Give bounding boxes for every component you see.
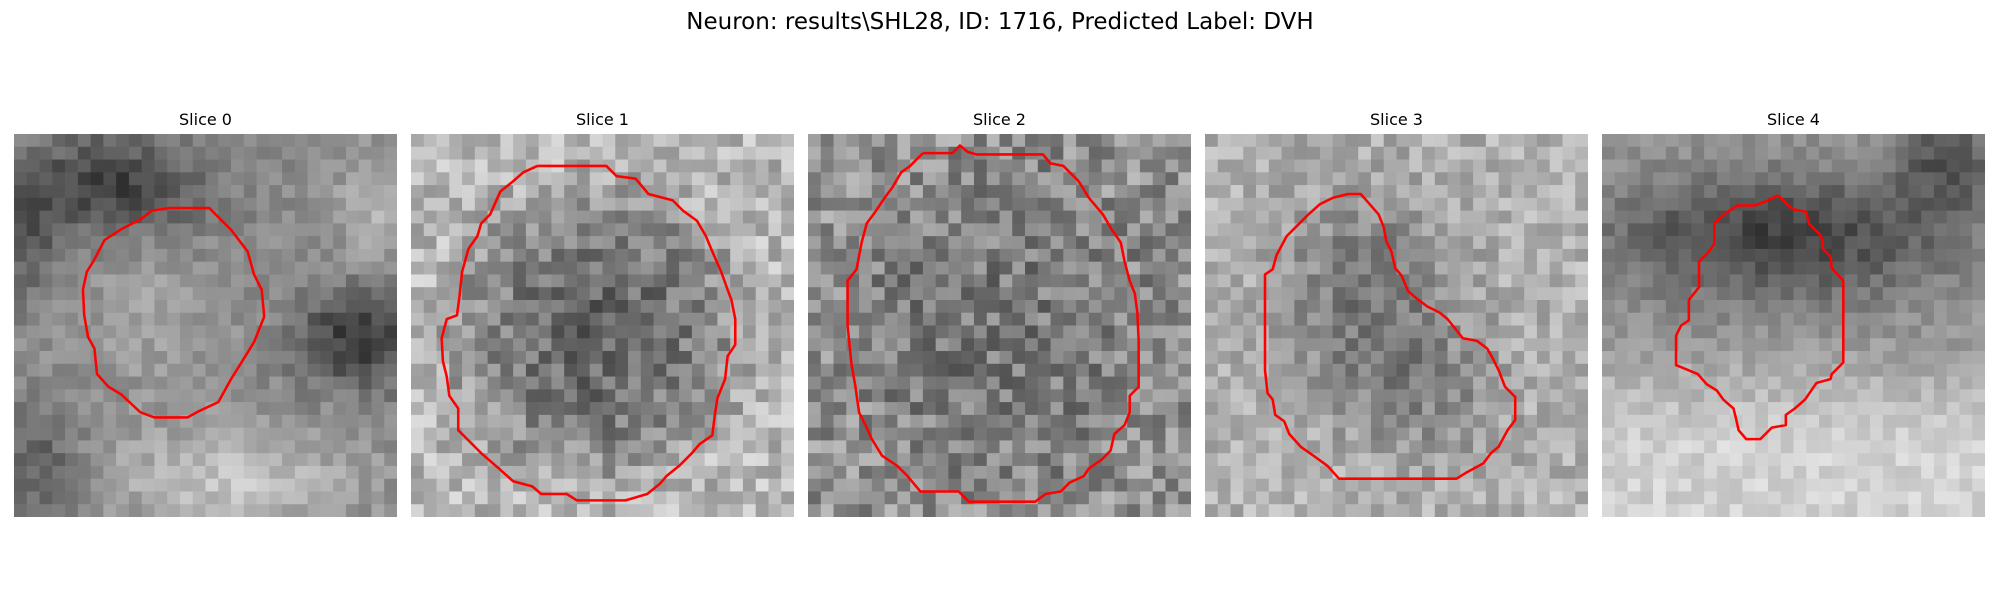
slice-title: Slice 1 (576, 110, 629, 129)
slice-title: Slice 4 (1767, 110, 1820, 129)
slice-image (14, 134, 397, 517)
slice-title: Slice 2 (973, 110, 1026, 129)
slice-panel-3: Slice 3 (1205, 108, 1588, 518)
contour-line (846, 144, 1140, 503)
slice-title: Slice 3 (1370, 110, 1423, 129)
slice-image (411, 134, 794, 517)
slice-panel-2: Slice 2 (808, 108, 1191, 518)
slice-image (808, 134, 1191, 517)
slice-image (1602, 134, 1985, 517)
slice-title: Slice 0 (179, 110, 232, 129)
figure-title: Neuron: results\SHL28, ID: 1716, Predict… (686, 9, 1314, 35)
contour-line (81, 206, 266, 419)
slice-image (1205, 134, 1588, 517)
slice-panel-0: Slice 0 (14, 108, 397, 518)
slice-panel-4: Slice 4 (1602, 108, 1985, 518)
contour-line (1674, 194, 1845, 441)
contour-line (1263, 192, 1517, 480)
contour-line (440, 164, 737, 502)
slice-panel-1: Slice 1 (411, 108, 794, 518)
